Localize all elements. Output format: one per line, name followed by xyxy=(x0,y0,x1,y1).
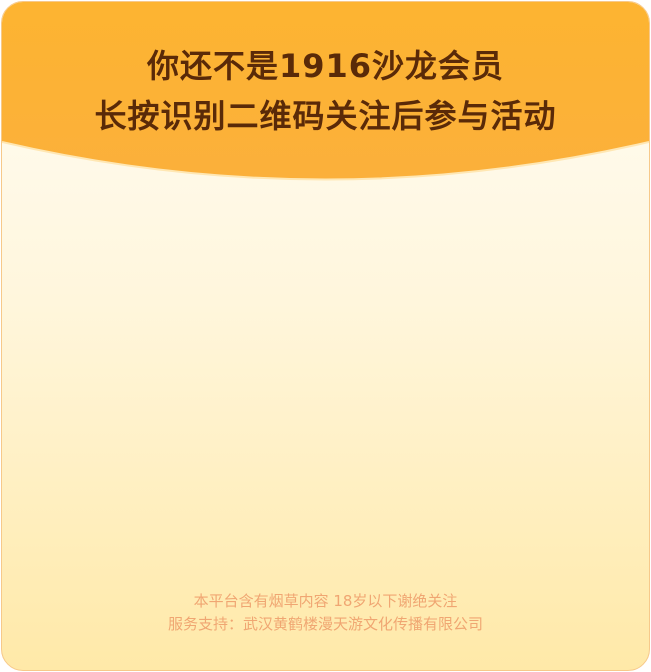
tobacco-notice: 本平台含有烟草内容 18岁以下谢绝关注 xyxy=(193,592,458,610)
header-wave-banner xyxy=(2,2,649,181)
page-subtitle-scan-qr: 长按识别二维码关注后参与活动 xyxy=(94,97,557,135)
service-provider: 服务支持：武汉黄鹤楼漫天游文化传播有限公司 xyxy=(167,615,483,633)
page-title-not-member: 你还不是1916沙龙会员 xyxy=(146,47,505,85)
qr-code-area[interactable] xyxy=(225,302,425,502)
